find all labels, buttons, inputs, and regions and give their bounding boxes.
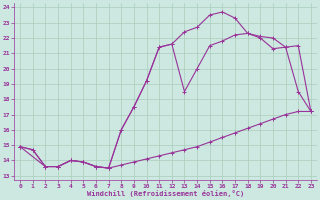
X-axis label: Windchill (Refroidissement éolien,°C): Windchill (Refroidissement éolien,°C): [87, 190, 244, 197]
